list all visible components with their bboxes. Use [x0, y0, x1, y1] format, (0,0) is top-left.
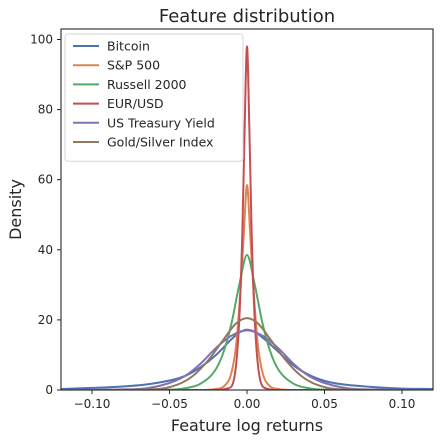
legend-label-russell-2000: Russell 2000 [107, 77, 187, 92]
series-line-eur-usd [61, 45, 433, 390]
y-tick-label: 40 [38, 243, 53, 257]
chart-title: Feature distribution [159, 6, 335, 27]
series-lines [61, 45, 433, 390]
y-axis-ticks: 0 20 40 60 80 100 [30, 33, 61, 397]
legend-label-bitcoin: Bitcoin [107, 39, 150, 54]
series-line-gold-silver-index [61, 317, 433, 390]
y-tick-label: 80 [38, 103, 53, 117]
y-tick-label: 100 [30, 33, 53, 47]
y-tick-label: 0 [45, 383, 53, 397]
y-tick-label: 60 [38, 173, 53, 187]
x-tick-label: 0.10 [389, 397, 416, 411]
y-axis-label: Density [6, 179, 25, 240]
x-tick-label: −0.10 [74, 397, 111, 411]
series-line-us-treasury-yield [61, 329, 433, 390]
legend-box [64, 33, 244, 162]
x-axis-label: Feature log returns [171, 416, 323, 435]
legend-label-eur-usd: EUR/USD [107, 96, 164, 111]
x-tick-label: −0.05 [151, 397, 188, 411]
legend-label-gold-silver-index: Gold/Silver Index [107, 135, 213, 150]
x-axis-ticks: −0.10 −0.05 0.00 0.05 0.10 [74, 390, 416, 411]
series-line-russell-2000 [61, 254, 433, 390]
legend-label-us-treasury-yield: US Treasury Yield [107, 115, 215, 130]
x-tick-label: 0.05 [311, 397, 338, 411]
legend-label-s-p-500: S&P 500 [107, 58, 160, 73]
y-tick-label: 20 [38, 313, 53, 327]
x-tick-label: 0.00 [234, 397, 261, 411]
legend: Bitcoin S&P 500 Russell 2000 EUR/USD US Trea… [64, 33, 244, 162]
series-line-s-p-500 [61, 183, 433, 390]
